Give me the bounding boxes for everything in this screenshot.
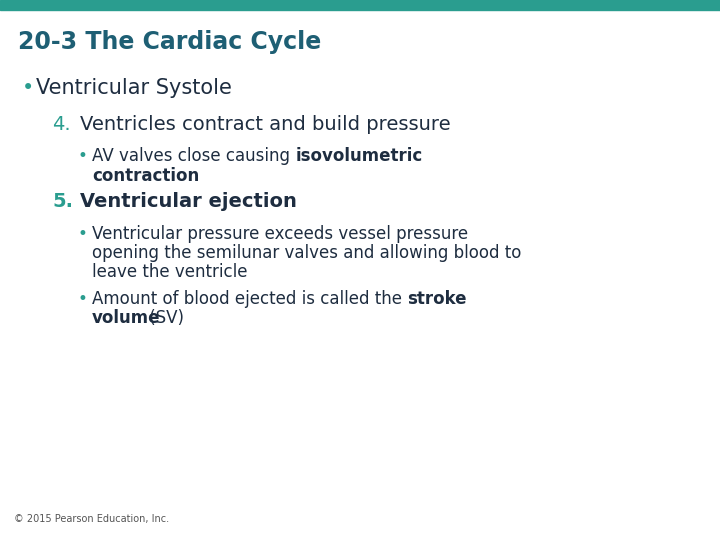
Text: •: •: [78, 225, 88, 243]
Text: (SV): (SV): [144, 309, 184, 327]
Text: •: •: [22, 78, 35, 98]
Text: Ventricles contract and build pressure: Ventricles contract and build pressure: [80, 115, 451, 134]
Text: isovolumetric: isovolumetric: [295, 147, 423, 165]
Text: leave the ventricle: leave the ventricle: [92, 263, 248, 281]
Bar: [0, 0, 720, 10]
Text: 5.: 5.: [52, 192, 73, 211]
Text: Ventricular Systole: Ventricular Systole: [36, 78, 232, 98]
Text: opening the semilunar valves and allowing blood to: opening the semilunar valves and allowin…: [92, 244, 521, 262]
Text: Amount of blood ejected is called the: Amount of blood ejected is called the: [92, 290, 408, 308]
Text: volume: volume: [92, 309, 161, 327]
Text: Ventricular ejection: Ventricular ejection: [80, 192, 297, 211]
Text: 4.: 4.: [52, 115, 71, 134]
Text: contraction: contraction: [92, 167, 199, 185]
Text: Ventricular pressure exceeds vessel pressure: Ventricular pressure exceeds vessel pres…: [92, 225, 468, 243]
Text: © 2015 Pearson Education, Inc.: © 2015 Pearson Education, Inc.: [14, 514, 169, 524]
Text: •: •: [78, 147, 88, 165]
Text: AV valves close causing: AV valves close causing: [92, 147, 295, 165]
Text: stroke: stroke: [408, 290, 467, 308]
Text: 20-3 The Cardiac Cycle: 20-3 The Cardiac Cycle: [18, 30, 321, 54]
Text: •: •: [78, 290, 88, 308]
